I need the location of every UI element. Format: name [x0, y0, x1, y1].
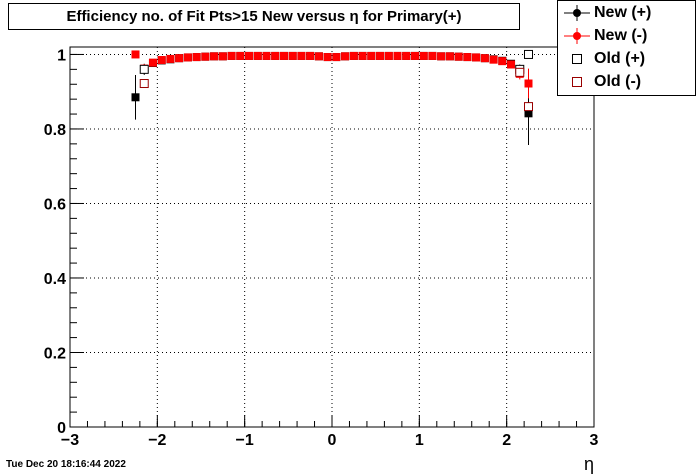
x-tick-label: 3 — [590, 432, 599, 449]
data-point-new-minus — [218, 52, 227, 61]
timestamp: Tue Dec 20 18:16:44 2022 — [6, 459, 126, 470]
data-point-new-minus — [341, 52, 350, 61]
data-point-new-minus — [227, 51, 236, 60]
data-point-new-minus — [367, 51, 376, 60]
x-tick-label: −1 — [236, 432, 254, 449]
data-point-new-minus — [253, 51, 262, 60]
legend-item-new-minus: New (-) — [558, 25, 695, 47]
legend-label-new-minus: New (-) — [594, 27, 648, 44]
y-tick-label: 0.4 — [44, 271, 66, 288]
data-point-new-minus — [376, 51, 385, 60]
data-point-new-minus — [271, 51, 280, 60]
x-axis-label: η — [584, 454, 594, 474]
data-point-new-minus — [210, 52, 219, 61]
data-point-new-minus — [524, 79, 533, 88]
legend-marker-new-minus — [564, 28, 590, 44]
data-point-new-minus — [419, 51, 428, 60]
data-point-new-minus — [428, 51, 437, 60]
data-marks — [131, 49, 533, 145]
grid-lines — [70, 47, 594, 427]
data-point-new-minus — [410, 51, 419, 60]
data-point-new-minus — [148, 58, 157, 67]
data-point-new-minus — [463, 53, 472, 62]
data-point-old-minus — [524, 102, 533, 112]
y-tick-label: 0.8 — [44, 122, 66, 139]
legend-marker-new-plus — [564, 5, 590, 21]
y-tick-label: 0.6 — [44, 196, 66, 213]
data-point-new-minus — [288, 51, 297, 60]
data-point-new-minus — [323, 53, 332, 62]
y-tick-label: 0.2 — [44, 345, 66, 362]
data-point-new-minus — [445, 52, 454, 61]
legend-label-old-plus: Old (+) — [594, 50, 646, 67]
data-point-new-minus — [262, 51, 271, 60]
data-point-new-minus — [131, 50, 140, 59]
x-tick-label: −2 — [148, 432, 166, 449]
data-point-new-minus — [279, 51, 288, 60]
data-point-new-minus — [480, 54, 489, 63]
data-point-new-plus — [524, 109, 533, 118]
legend-item-old-minus: Old (-) — [558, 71, 695, 93]
data-point-new-minus — [454, 52, 463, 61]
legend-marker-old-plus — [572, 54, 582, 64]
legend-marker-old-minus — [572, 77, 582, 87]
x-axis: −3 −2 −1 0 1 2 3 — [61, 415, 599, 449]
legend-item-new-plus: New (+) — [558, 2, 695, 24]
data-point-new-minus — [175, 54, 184, 63]
data-point-new-minus — [498, 57, 507, 66]
data-point-old-plus — [139, 64, 149, 74]
data-point-new-minus — [201, 52, 210, 61]
legend-label-old-minus: Old (-) — [594, 73, 642, 90]
x-tick-label: 0 — [328, 432, 337, 449]
x-tick-label: −3 — [61, 432, 79, 449]
data-point-new-minus — [166, 54, 175, 63]
data-point-new-minus — [358, 51, 367, 60]
y-tick-label: 0 — [57, 420, 66, 437]
legend: New (+) New (-) Old (+) Old (-) — [557, 0, 696, 96]
data-point-new-minus — [245, 51, 254, 60]
data-point-old-plus — [524, 49, 533, 59]
data-point-new-minus — [297, 51, 306, 60]
x-tick-label: 1 — [415, 432, 424, 449]
data-point-new-minus — [507, 60, 516, 69]
data-point-new-minus — [489, 55, 498, 64]
y-axis: 0 0.2 0.4 0.6 0.8 1 — [44, 47, 84, 437]
data-point-new-minus — [332, 53, 341, 62]
data-point-new-minus — [349, 51, 358, 60]
y-tick-label: 1 — [57, 47, 66, 64]
data-point-new-minus — [157, 56, 166, 65]
data-point-new-minus — [236, 51, 245, 60]
data-point-old-minus — [139, 79, 149, 89]
data-point-new-minus — [402, 51, 411, 60]
data-point-old-minus — [515, 67, 525, 77]
data-point-new-minus — [393, 51, 402, 60]
data-point-new-minus — [183, 53, 192, 62]
data-point-new-minus — [384, 51, 393, 60]
data-point-new-minus — [314, 52, 323, 61]
data-point-new-minus — [306, 51, 315, 60]
legend-item-old-plus: Old (+) — [558, 48, 695, 70]
data-point-new-minus — [472, 53, 481, 62]
data-point-new-minus — [192, 53, 201, 62]
data-point-new-plus — [131, 93, 140, 102]
chart-title: Efficiency no. of Fit Pts>15 New versus … — [8, 3, 520, 30]
legend-label-new-plus: New (+) — [594, 4, 652, 21]
data-point-new-minus — [437, 52, 446, 61]
x-tick-label: 2 — [502, 432, 511, 449]
